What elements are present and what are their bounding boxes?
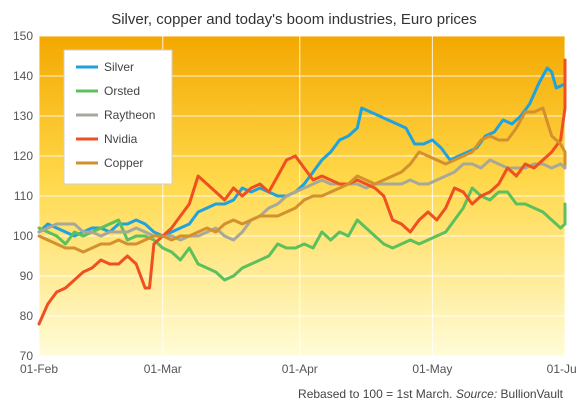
series-line-orsted <box>37 186 567 282</box>
series-line-raytheon <box>37 158 567 242</box>
series-line-nvidia <box>37 58 567 326</box>
legend: Silver Orsted Raytheon Nvidia Copper <box>63 49 173 185</box>
x-tick-label: 01-Mar <box>144 362 182 376</box>
y-tick-label: 140 <box>13 69 33 83</box>
footer-note: Rebased to 100 = 1st March. Source: Bull… <box>298 387 564 401</box>
y-tick-label: 100 <box>13 229 33 243</box>
x-tick-label: 01-Feb <box>20 362 58 376</box>
y-tick-label: 150 <box>13 29 33 43</box>
legend-label-raytheon: Raytheon <box>104 108 155 122</box>
y-tick-label: 130 <box>13 109 33 123</box>
x-axis-ticks: 01-Feb 01-Mar 01-Apr 01-May 01-Jun <box>20 362 576 376</box>
legend-label-nvidia: Nvidia <box>104 132 138 146</box>
legend-label-orsted: Orsted <box>104 84 140 98</box>
y-tick-label: 90 <box>20 269 34 283</box>
x-tick-label: 01-May <box>412 362 452 376</box>
x-tick-label: 01-Jun <box>547 362 576 376</box>
y-tick-label: 120 <box>13 149 33 163</box>
chart-title: Silver, copper and today's boom industri… <box>111 11 477 28</box>
y-axis-ticks: 70 80 90 100 110 120 130 140 150 <box>13 29 33 363</box>
y-tick-label: 80 <box>20 309 34 323</box>
legend-label-copper: Copper <box>104 156 143 170</box>
series-lines <box>37 58 567 326</box>
y-tick-label: 110 <box>14 189 33 203</box>
x-tick-label: 01-Apr <box>282 362 318 376</box>
legend-label-silver: Silver <box>104 60 134 74</box>
series-line-copper <box>37 106 567 254</box>
y-tick-label: 70 <box>20 349 34 363</box>
series-line-silver <box>37 66 567 238</box>
